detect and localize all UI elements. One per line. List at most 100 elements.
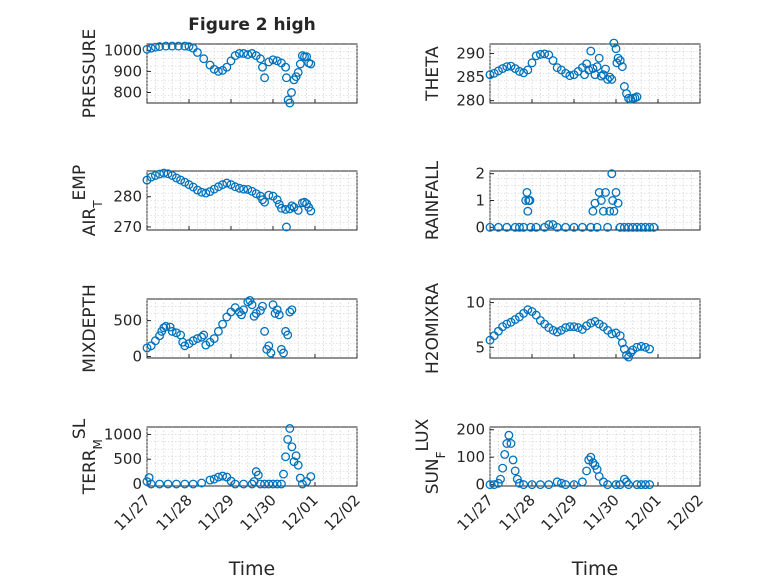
y-axis-label: THETA — [423, 46, 443, 102]
data-point — [213, 182, 223, 192]
data-point — [247, 300, 257, 310]
data-point — [239, 49, 249, 58]
x-tick-label: 11/28 — [153, 491, 196, 534]
data-point — [586, 318, 596, 328]
data-point — [295, 59, 305, 69]
y-tick-label: 1000 — [104, 41, 142, 59]
data-point — [260, 326, 270, 336]
data-point — [632, 222, 642, 232]
data-point — [306, 206, 316, 216]
data-point — [230, 182, 240, 192]
y-tick-label: 2 — [475, 165, 485, 183]
data-point — [180, 341, 190, 351]
data-point — [636, 222, 646, 232]
data-point — [569, 322, 579, 332]
data-point — [607, 74, 617, 84]
data-point — [611, 44, 621, 54]
data-point — [159, 323, 169, 333]
data-point — [561, 323, 571, 333]
data-point — [287, 88, 296, 97]
data-point — [510, 222, 520, 232]
data-point — [525, 196, 535, 205]
data-point — [548, 56, 558, 65]
x-tick-label: 12/01 — [622, 491, 665, 534]
data-point — [608, 196, 618, 205]
data-point — [565, 322, 575, 332]
data-point — [605, 72, 615, 82]
data-point — [531, 222, 541, 232]
x-axis-label-left: Time — [228, 558, 276, 580]
x-tick-label: 11/29 — [195, 491, 238, 534]
data-point — [243, 50, 253, 59]
subplot-rainfall: 0 1 2 RAINFALL — [423, 160, 701, 240]
data-point — [592, 62, 602, 72]
data-point — [188, 479, 198, 489]
data-point — [594, 471, 604, 481]
data-point — [632, 92, 642, 102]
data-point — [213, 66, 223, 76]
data-point — [230, 51, 240, 61]
data-point — [588, 206, 598, 216]
data-point — [268, 479, 278, 489]
data-point — [209, 334, 219, 344]
data-point — [306, 472, 316, 482]
data-point — [159, 168, 169, 178]
y-tick-label: 0 — [475, 218, 485, 236]
data-point — [504, 430, 514, 440]
data-point — [586, 46, 596, 56]
data-point — [258, 195, 267, 205]
data-point — [624, 222, 634, 232]
data-point — [287, 442, 297, 452]
y-tick-label: 1 — [475, 192, 485, 210]
data-point — [188, 336, 198, 346]
data-point — [171, 173, 181, 183]
data-point — [603, 222, 613, 232]
x-tick-label: 11/30 — [580, 491, 623, 534]
x-tick-label: 12/02 — [321, 491, 364, 534]
data-point — [556, 478, 566, 488]
data-point — [552, 222, 562, 232]
data-point — [622, 89, 631, 99]
data-point — [205, 475, 215, 485]
data-point — [500, 449, 510, 459]
y-tick-label: 500 — [113, 312, 142, 330]
y-tick-label: 270 — [113, 218, 142, 236]
data-point — [142, 343, 152, 353]
data-point — [544, 50, 554, 60]
y-tick-label: 100 — [456, 448, 485, 466]
data-point — [155, 169, 165, 179]
data-point — [613, 198, 623, 208]
data-point — [615, 56, 625, 65]
data-point — [619, 474, 629, 484]
data-point — [544, 480, 554, 490]
data-point — [146, 172, 156, 182]
data-point — [213, 326, 223, 336]
data-point — [582, 466, 592, 476]
data-point — [209, 64, 219, 74]
data-point — [493, 478, 503, 488]
data-point — [161, 321, 171, 331]
data-point — [285, 424, 295, 433]
data-point — [485, 480, 495, 490]
data-point — [150, 42, 160, 52]
data-point — [561, 222, 571, 232]
data-point — [523, 206, 533, 216]
y-tick-label: 0 — [475, 476, 485, 494]
data-point — [626, 348, 636, 358]
y-tick-label: 800 — [113, 83, 142, 101]
data-point — [199, 54, 209, 64]
data-point — [611, 480, 621, 490]
data-point — [548, 325, 558, 335]
data-point — [281, 452, 291, 462]
data-point — [535, 480, 545, 490]
data-point — [192, 47, 202, 57]
data-point — [512, 474, 522, 484]
data-point — [167, 326, 177, 336]
data-point — [569, 480, 579, 490]
data-point — [222, 178, 232, 188]
data-point — [624, 352, 634, 362]
data-point — [268, 55, 278, 65]
data-point — [197, 478, 207, 488]
subplot-theta: 280 285 290 THETA — [423, 38, 701, 110]
data-point — [622, 477, 631, 487]
